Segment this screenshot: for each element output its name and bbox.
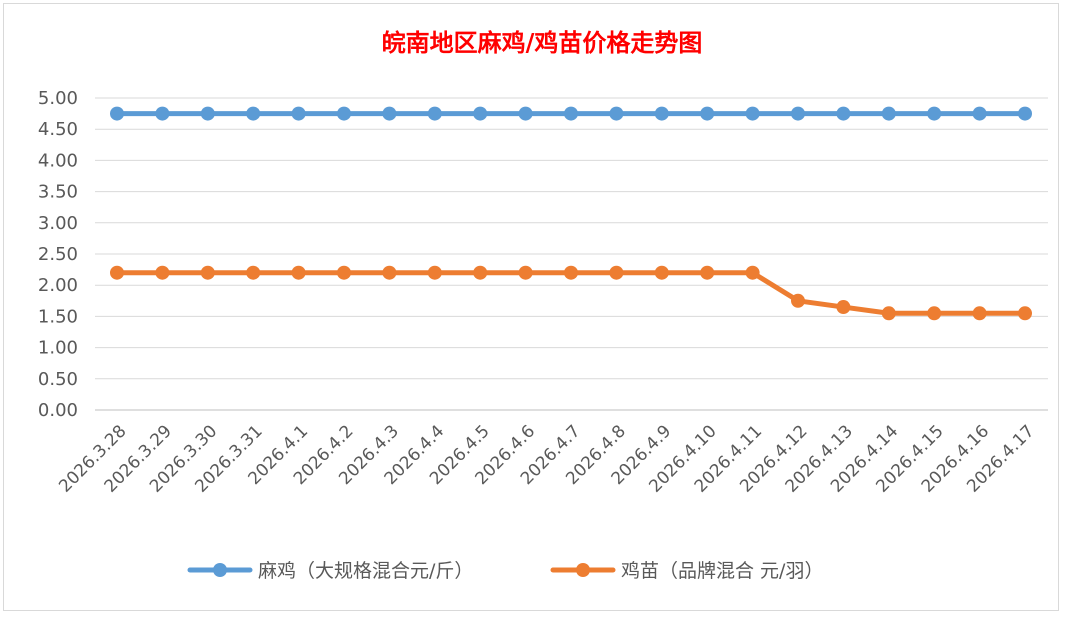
y-tick-label: 0.00 — [38, 400, 78, 421]
legend: 麻鸡（大规格混合元/斤） 鸡苗（品牌混合 元/羽） — [187, 560, 823, 582]
data-point — [972, 106, 987, 121]
data-point — [200, 265, 215, 280]
data-point — [1018, 306, 1032, 321]
legend-label-series-2: 鸡苗（品牌混合 元/羽） — [621, 560, 823, 582]
y-tick-label: 4.00 — [38, 150, 78, 171]
data-point — [700, 106, 715, 121]
y-tick-label: 5.00 — [38, 88, 78, 109]
data-point — [382, 265, 397, 280]
series-lines — [110, 106, 1032, 321]
data-point — [110, 106, 124, 121]
legend-swatch-marker — [576, 563, 590, 577]
data-point — [337, 106, 351, 121]
y-tick-label: 3.00 — [38, 213, 78, 234]
data-point — [291, 265, 306, 280]
data-point — [745, 106, 760, 121]
data-point — [564, 106, 578, 121]
data-point — [518, 265, 533, 280]
data-point — [745, 265, 760, 280]
legend-label-series-1: 麻鸡（大规格混合元/斤） — [258, 560, 473, 582]
data-point — [881, 306, 896, 321]
y-axis-ticks: 0.00 0.50 1.00 1.50 2.00 2.50 3.00 3.50 4.00 4.50… — [38, 88, 78, 421]
data-point — [382, 106, 397, 121]
data-point — [155, 265, 170, 280]
data-point — [246, 265, 261, 280]
y-tick-label: 4.50 — [38, 119, 78, 140]
legend-swatch-marker — [213, 563, 227, 577]
data-point — [473, 106, 488, 121]
data-point — [155, 106, 170, 121]
data-point — [881, 106, 896, 121]
data-point — [791, 106, 805, 121]
chart-area — [3, 3, 1059, 611]
chart-title: 皖南地区麻鸡/鸡苗价格走势图 — [382, 28, 703, 57]
y-tick-label: 2.50 — [38, 244, 78, 265]
y-tick-label: 3.50 — [38, 182, 78, 203]
series-1 — [110, 106, 1032, 121]
data-point — [791, 293, 805, 308]
data-point — [473, 265, 488, 280]
y-tick-label: 2.00 — [38, 275, 78, 296]
data-point — [654, 106, 669, 121]
data-point — [609, 106, 624, 121]
x-axis-ticks: 2026.3.282026.3.292026.3.302026.3.312026… — [55, 421, 1038, 496]
series-2 — [110, 265, 1032, 321]
y-tick-label: 0.50 — [38, 369, 78, 390]
data-point — [836, 300, 851, 315]
data-point — [110, 265, 124, 280]
data-point — [609, 265, 624, 280]
data-point — [337, 265, 351, 280]
data-point — [972, 306, 987, 321]
data-point — [654, 265, 669, 280]
data-point — [246, 106, 261, 121]
data-point — [200, 106, 215, 121]
gridlines — [95, 97, 1048, 411]
data-point — [564, 265, 578, 280]
data-point — [836, 106, 851, 121]
data-point — [927, 106, 942, 121]
data-point — [927, 306, 942, 321]
data-point — [427, 106, 442, 121]
data-point — [700, 265, 715, 280]
y-tick-label: 1.00 — [38, 338, 78, 359]
data-point — [291, 106, 306, 121]
data-point — [1018, 106, 1032, 121]
data-point — [427, 265, 442, 280]
y-tick-label: 1.50 — [38, 306, 78, 327]
data-point — [518, 106, 533, 121]
